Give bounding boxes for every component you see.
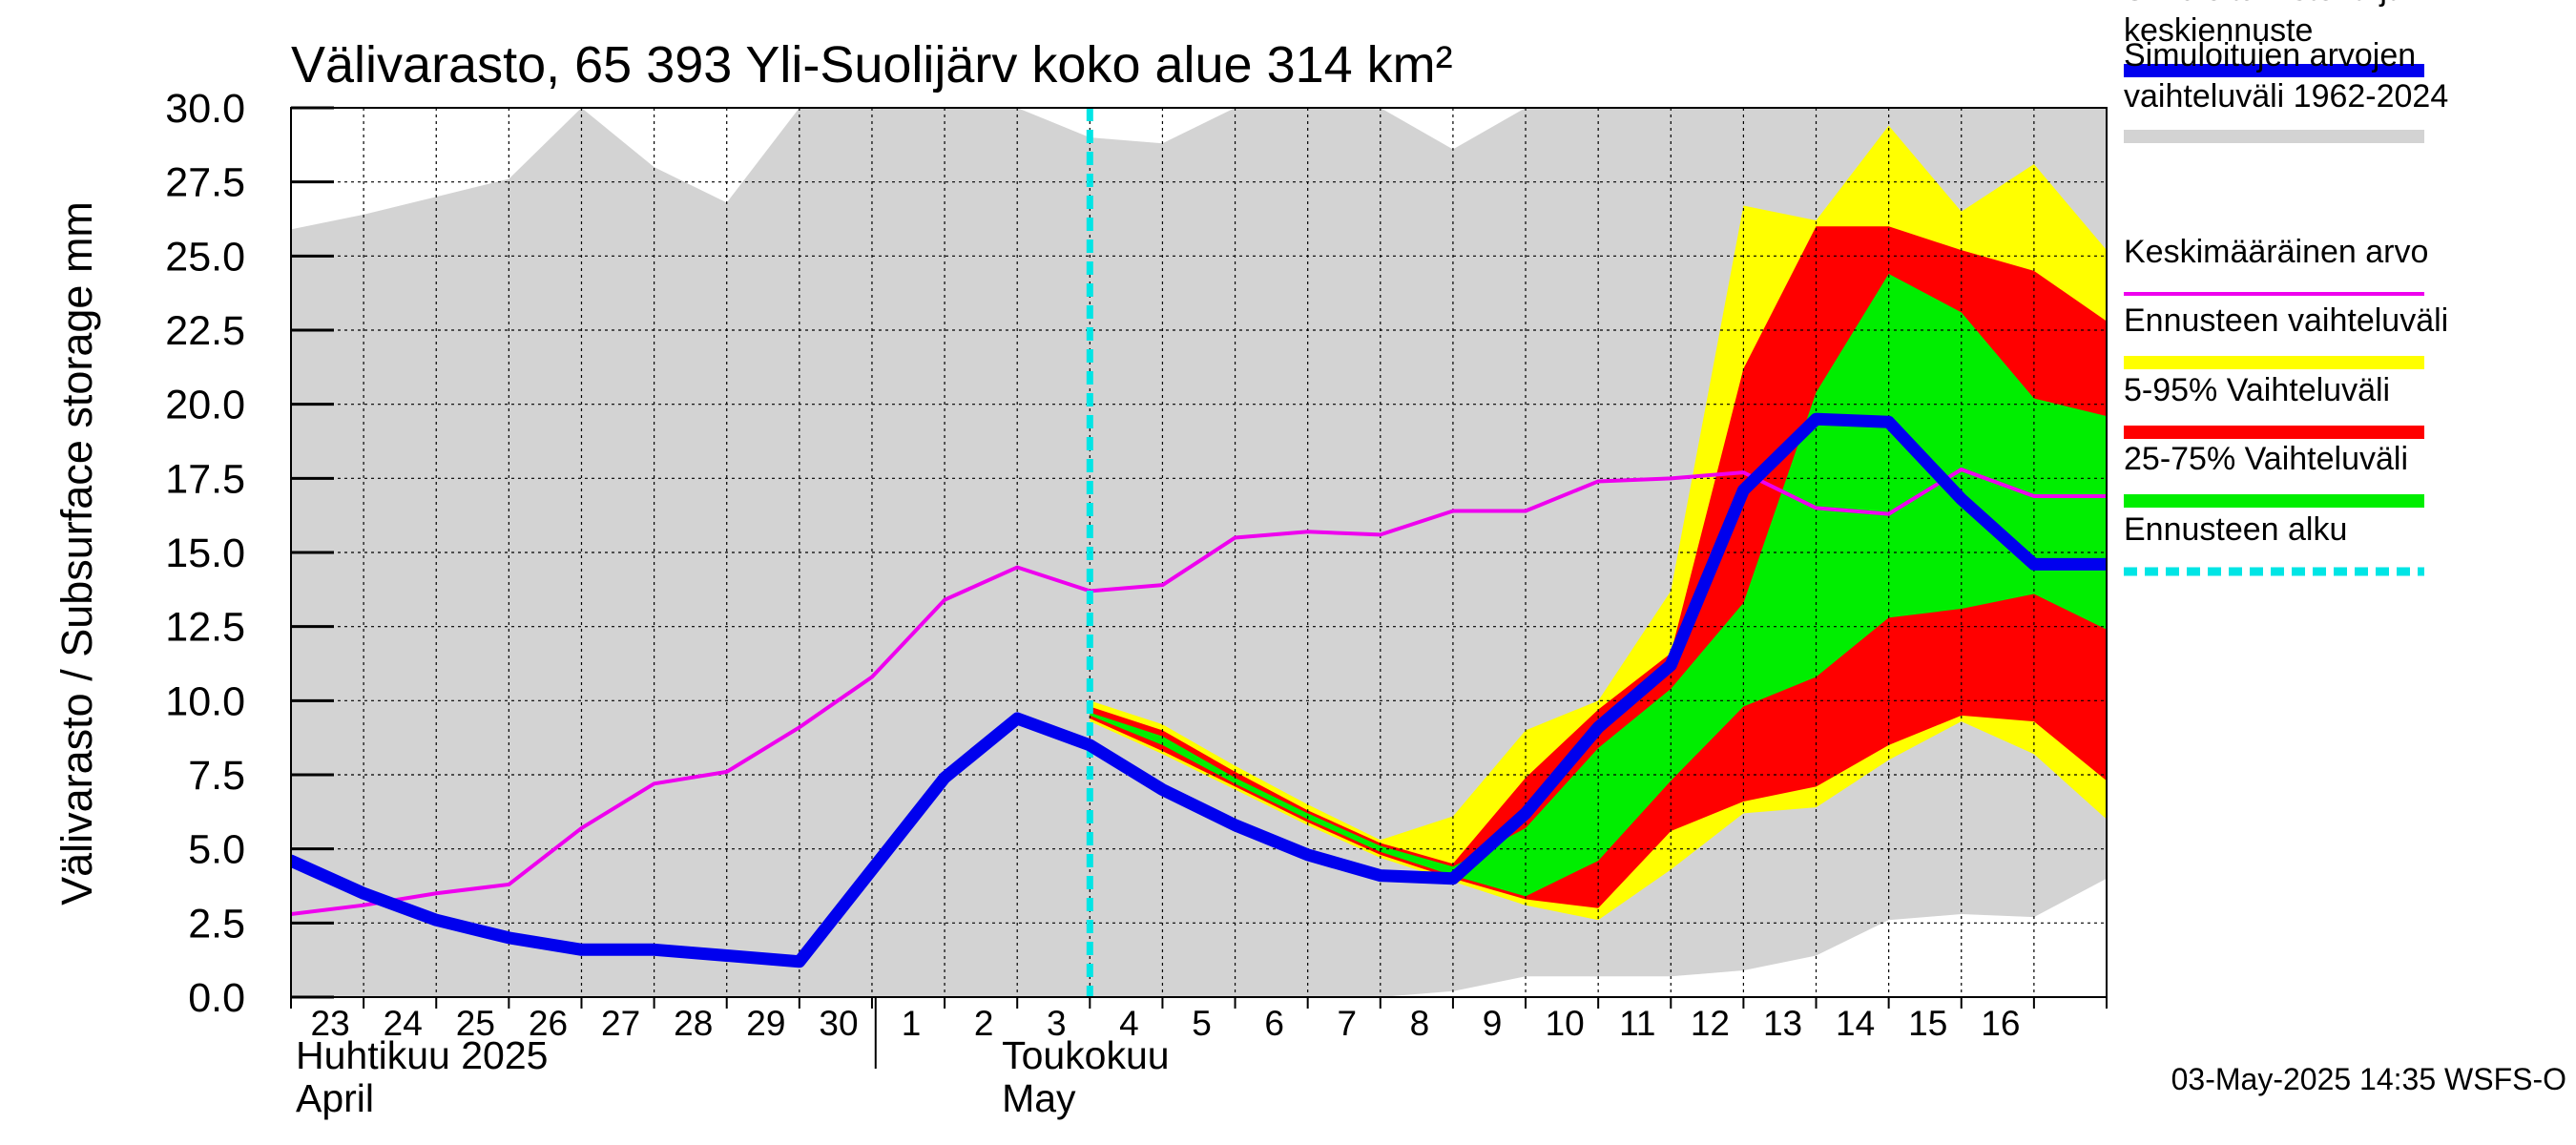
x-tick-label: 4 (1119, 1004, 1139, 1043)
legend-label: Ennusteen vaihteluväli (2124, 302, 2448, 339)
month-label-en: May (1002, 1076, 1076, 1120)
legend-label: Ennusteen alku (2124, 511, 2347, 548)
plot-layer (291, 108, 2107, 997)
y-tick-label: 0.0 (188, 975, 245, 1021)
legend: Simuloitu historia ja keskiennusteSimuloi… (2124, 0, 2448, 576)
legend-label: keskiennuste (2124, 12, 2313, 49)
x-tick-label: 1 (902, 1004, 922, 1043)
y-tick-label: 27.5 (165, 160, 245, 206)
x-tick-label: 2 (974, 1004, 994, 1043)
x-tick-label: 13 (1763, 1004, 1802, 1043)
month-label-en: April (296, 1076, 374, 1120)
x-tick-label: 26 (529, 1004, 568, 1043)
timestamp: 03-May-2025 14:35 WSFS-O (2171, 1062, 2566, 1096)
y-tick-label: 5.0 (188, 827, 245, 873)
legend-label: Simuloitujen arvojen (2124, 37, 2416, 73)
x-tick-label: 10 (1546, 1004, 1585, 1043)
y-tick-label: 25.0 (165, 234, 245, 280)
series-simulated-line (291, 412, 2107, 968)
x-tick-label: 23 (311, 1004, 350, 1043)
grid (291, 108, 2107, 997)
x-tick-label: 28 (674, 1004, 713, 1043)
y-axis-label: Välivarasto / Subsurface storage mm (52, 201, 101, 906)
x-tick-label: 6 (1264, 1004, 1284, 1043)
y-tick-label: 15.0 (165, 531, 245, 576)
series-mean-line (291, 468, 2107, 917)
x-tick-label: 11 (1619, 1004, 1655, 1043)
legend-label: vaihteluväli 1962-2024 (2124, 78, 2448, 114)
month-label: Toukokuu (1002, 1033, 1170, 1077)
x-tick-label: 3 (1047, 1004, 1067, 1043)
month-label: Huhtikuu 2025 (296, 1033, 548, 1077)
x-tick-label: 5 (1192, 1004, 1212, 1043)
y-tick-label: 30.0 (165, 86, 245, 132)
x-tick-label: 9 (1483, 1004, 1503, 1043)
legend-label: Keskimääräinen arvo (2124, 234, 2428, 270)
chart-title: Välivarasto, 65 393 Yli-Suolijärv koko a… (291, 36, 1453, 94)
x-tick-label: 7 (1338, 1004, 1358, 1043)
axes: 0.0 2.5 5.0 7.5 10.0 12.5 15.0 17.5 20.0 22.5 25.0… (165, 86, 2108, 1120)
legend-label: 25-75% Vaihteluväli (2124, 441, 2408, 477)
legend-label: Simuloitu historia ja (2124, 0, 2405, 8)
y-tick-label: 7.5 (188, 753, 245, 799)
y-tick-label: 10.0 (165, 678, 245, 724)
x-tick-label: 14 (1836, 1004, 1875, 1043)
x-tick-label: 25 (456, 1004, 495, 1043)
x-tick-label: 16 (1981, 1004, 2020, 1043)
y-tick-label: 2.5 (188, 901, 245, 947)
x-tick-label: 27 (601, 1004, 640, 1043)
x-tick-label: 12 (1691, 1004, 1730, 1043)
x-tick-label: 8 (1410, 1004, 1430, 1043)
plot-area (291, 108, 2107, 997)
y-tick-label: 17.5 (165, 456, 245, 502)
y-tick-label: 22.5 (165, 308, 245, 354)
y-tick-label: 20.0 (165, 383, 245, 428)
legend-label: 5-95% Vaihteluväli (2124, 372, 2390, 408)
x-tick-label: 30 (819, 1004, 858, 1043)
y-tick-label: 12.5 (165, 605, 245, 651)
x-tick-label: 29 (746, 1004, 785, 1043)
x-tick-label: 24 (384, 1004, 423, 1043)
x-tick-label: 15 (1908, 1004, 1947, 1043)
band-25-75-vaihteluv-li (1090, 273, 2107, 897)
